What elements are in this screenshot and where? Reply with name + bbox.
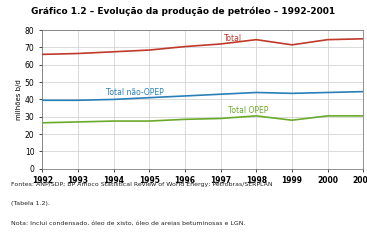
Text: Nota: Inclui condensado, óleo de xisto, óleo de areias betuminosas e LGN.: Nota: Inclui condensado, óleo de xisto, … [11, 221, 246, 226]
Text: Total: Total [224, 33, 242, 43]
Text: Total OPEP: Total OPEP [228, 106, 268, 115]
Y-axis label: milhões b/d: milhões b/d [16, 79, 22, 120]
Text: Fontes: ANP/SDP; BP Amoco Statistical Review of World Energy; Petrobras/SERPLAN: Fontes: ANP/SDP; BP Amoco Statistical Re… [11, 182, 273, 187]
Text: Total não-OPEP: Total não-OPEP [106, 88, 164, 97]
Text: Gráfico 1.2 – Evolução da produção de petróleo – 1992-2001: Gráfico 1.2 – Evolução da produção de pe… [32, 6, 335, 15]
Text: (Tabela 1.2).: (Tabela 1.2). [11, 201, 50, 206]
